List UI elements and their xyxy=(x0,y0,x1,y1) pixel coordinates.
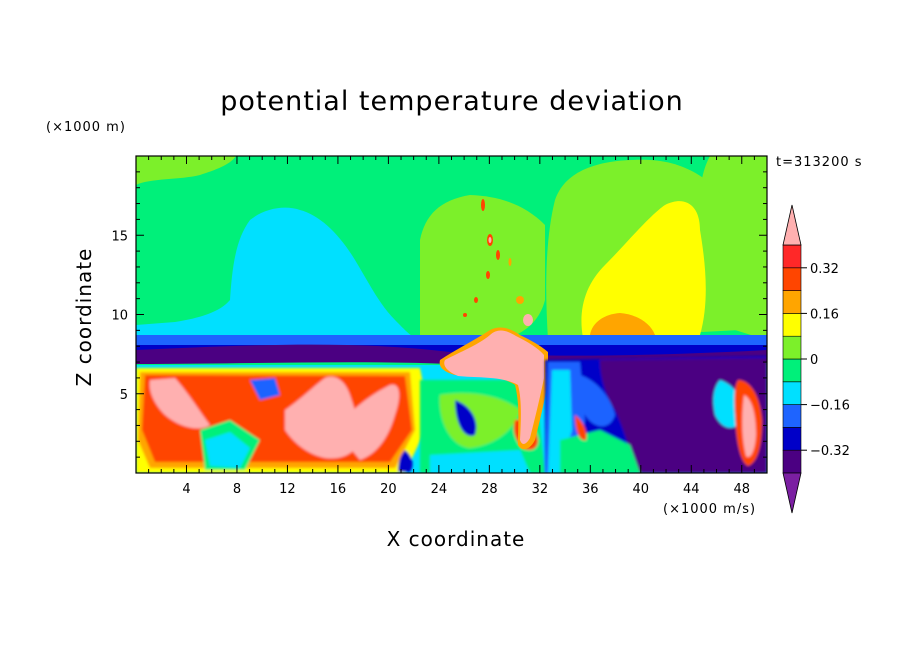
colorbar-segment xyxy=(782,427,802,451)
light-green-center xyxy=(420,195,545,340)
cyan-plume xyxy=(136,207,420,340)
colorbar-tick-label: −0.16 xyxy=(810,399,850,414)
chart-title: potential temperature deviation xyxy=(220,86,684,117)
colorbar-segment xyxy=(782,290,802,314)
lower-right-cold-pool xyxy=(545,356,767,473)
colorbar-segment xyxy=(782,267,802,291)
z-unit-label: (×1000 m) xyxy=(46,120,126,135)
colorbar-tick-label: −0.32 xyxy=(810,444,850,459)
y-tick-label: 15 xyxy=(111,229,128,244)
lower-left-warm-region xyxy=(136,368,430,473)
upper-streaks xyxy=(463,199,533,326)
orange-core xyxy=(590,313,655,341)
x-tick-label: 44 xyxy=(683,482,700,497)
yellow-plume xyxy=(581,201,706,338)
y-axis-label: Z coordinate xyxy=(72,247,96,387)
colorbar-segment xyxy=(782,313,802,337)
colorbar-high-arrow xyxy=(782,204,802,246)
light-green-top-left xyxy=(136,156,236,185)
x-tick-label: 12 xyxy=(279,482,296,497)
x-unit-label: (×1000 m/s) xyxy=(663,502,757,517)
y-axis-ticks: 5 10 15 xyxy=(111,171,767,458)
colorbar-segment xyxy=(782,358,802,383)
time-label: t=313200 s xyxy=(776,155,863,170)
x-axis-ticks: 4 8 12 16 20 24 28 32 36 40 44 48 xyxy=(148,156,755,497)
x-tick-label: 8 xyxy=(233,482,241,497)
x-axis-label: X coordinate xyxy=(386,527,526,551)
x-tick-label: 32 xyxy=(532,482,549,497)
colorbar: −0.32 −0.16 0 0.16 0.32 xyxy=(782,204,850,514)
colorbar-tick-label: 0 xyxy=(810,353,818,368)
colorbar-segment xyxy=(782,244,802,269)
x-tick-label: 4 xyxy=(182,482,190,497)
x-tick-label: 16 xyxy=(330,482,347,497)
contour-field xyxy=(136,156,767,473)
x-tick-label: 40 xyxy=(633,482,650,497)
central-warm-core xyxy=(444,330,544,444)
x-tick-label: 20 xyxy=(380,482,397,497)
lower-middle-region xyxy=(420,380,545,473)
x-tick-label: 36 xyxy=(582,482,599,497)
colorbar-segment xyxy=(782,449,802,474)
colorbar-tick-label: 0.32 xyxy=(810,262,839,277)
colorbar-segment xyxy=(782,335,802,360)
colorbar-segment xyxy=(782,404,802,428)
colorbar-tick-label: 0.16 xyxy=(810,307,839,322)
x-tick-label: 28 xyxy=(481,482,498,497)
x-tick-label: 24 xyxy=(431,482,448,497)
x-tick-label: 48 xyxy=(733,482,750,497)
y-tick-label: 10 xyxy=(111,309,128,324)
colorbar-low-arrow xyxy=(782,472,802,514)
y-tick-label: 5 xyxy=(120,388,128,403)
colorbar-segment xyxy=(782,381,802,405)
